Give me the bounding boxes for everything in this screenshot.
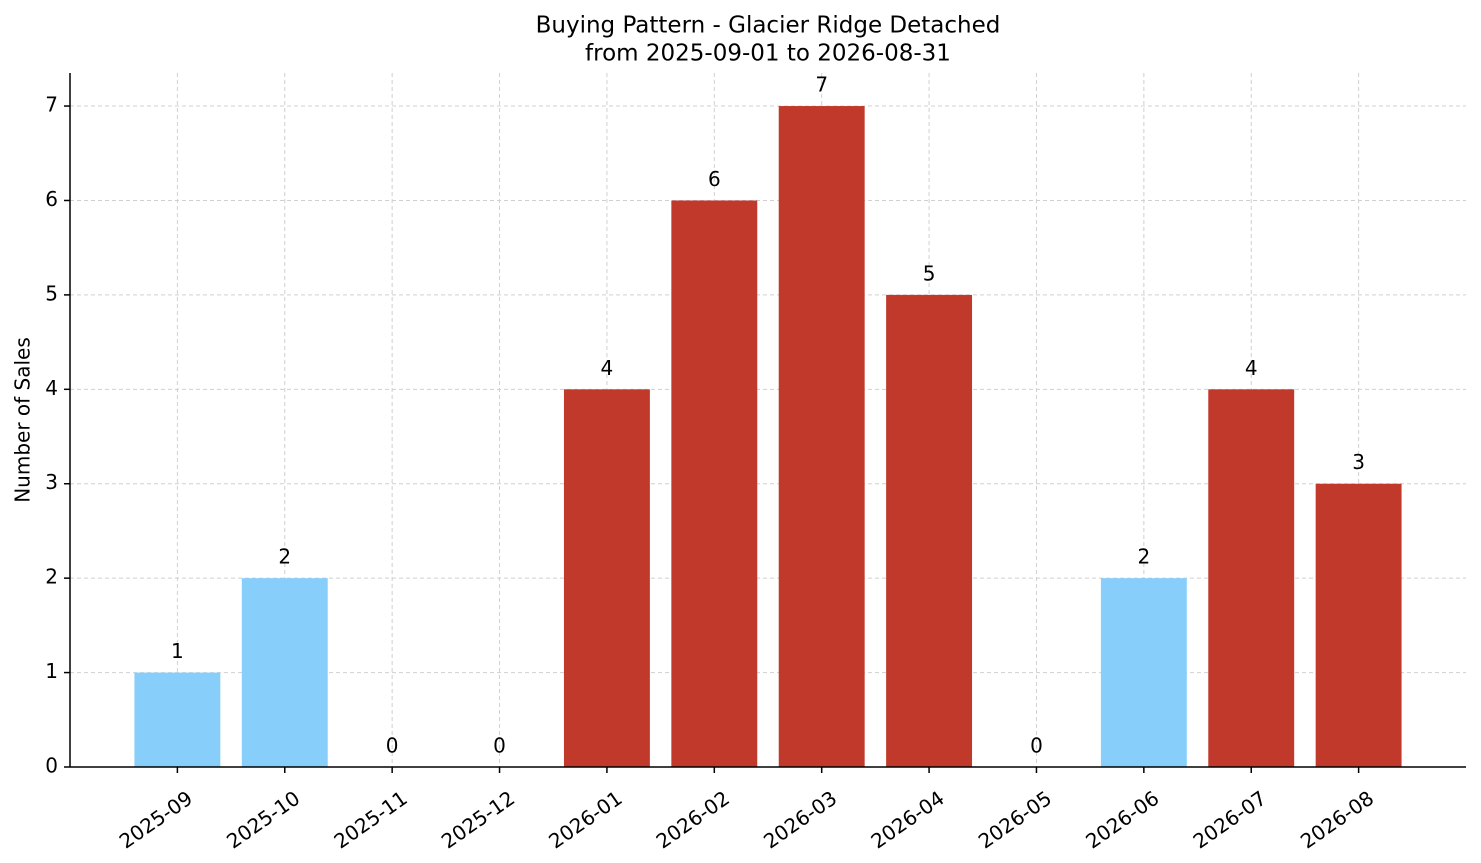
value-label: 4	[1245, 356, 1258, 380]
y-axis-label: Number of Sales	[11, 337, 35, 503]
value-label: 1	[171, 639, 184, 663]
bar	[778, 106, 865, 768]
x-tick-label: 2026-07	[1189, 786, 1271, 854]
bar	[886, 294, 973, 767]
x-tick-label: 2026-05	[974, 786, 1056, 854]
value-label: 7	[815, 73, 828, 97]
y-tick-label: 7	[45, 93, 58, 117]
bar	[671, 200, 758, 768]
x-tick-label: 2026-08	[1296, 786, 1378, 854]
x-tick-label: 2026-04	[866, 786, 948, 854]
y-tick-label: 3	[45, 470, 58, 494]
x-tick-label: 2026-03	[759, 786, 841, 854]
y-tick-label: 2	[45, 565, 58, 589]
value-label: 0	[1030, 734, 1043, 758]
y-tick-label: 5	[45, 281, 58, 305]
bar	[134, 672, 221, 767]
y-tick-label: 0	[45, 754, 58, 778]
value-label: 2	[278, 545, 291, 569]
bar	[241, 578, 328, 767]
value-label: 2	[1137, 545, 1150, 569]
value-label: 0	[386, 734, 399, 758]
y-tick-label: 6	[45, 187, 58, 211]
x-tick-label: 2025-09	[115, 786, 197, 854]
value-label: 4	[601, 356, 614, 380]
x-tick-label: 2026-06	[1081, 786, 1163, 854]
chart-title: Buying Pattern - Glacier Ridge Detached	[536, 13, 1001, 39]
y-tick-label: 1	[45, 659, 58, 683]
x-tick-label: 2026-01	[544, 786, 626, 854]
y-tick-label: 4	[45, 376, 58, 400]
x-tick-label: 2025-11	[330, 786, 412, 854]
bar	[563, 389, 650, 767]
value-label: 6	[708, 167, 721, 191]
bar	[1315, 483, 1402, 767]
chart-subtitle: from 2025-09-01 to 2026-08-31	[585, 41, 951, 67]
x-tick-label: 2025-12	[437, 786, 519, 854]
value-label: 3	[1352, 450, 1365, 474]
bar	[1100, 578, 1187, 767]
x-tick-label: 2026-02	[652, 786, 734, 854]
value-label: 0	[493, 734, 506, 758]
bar	[1208, 389, 1295, 767]
x-tick-label: 2025-10	[222, 786, 304, 854]
value-label: 5	[923, 261, 936, 285]
